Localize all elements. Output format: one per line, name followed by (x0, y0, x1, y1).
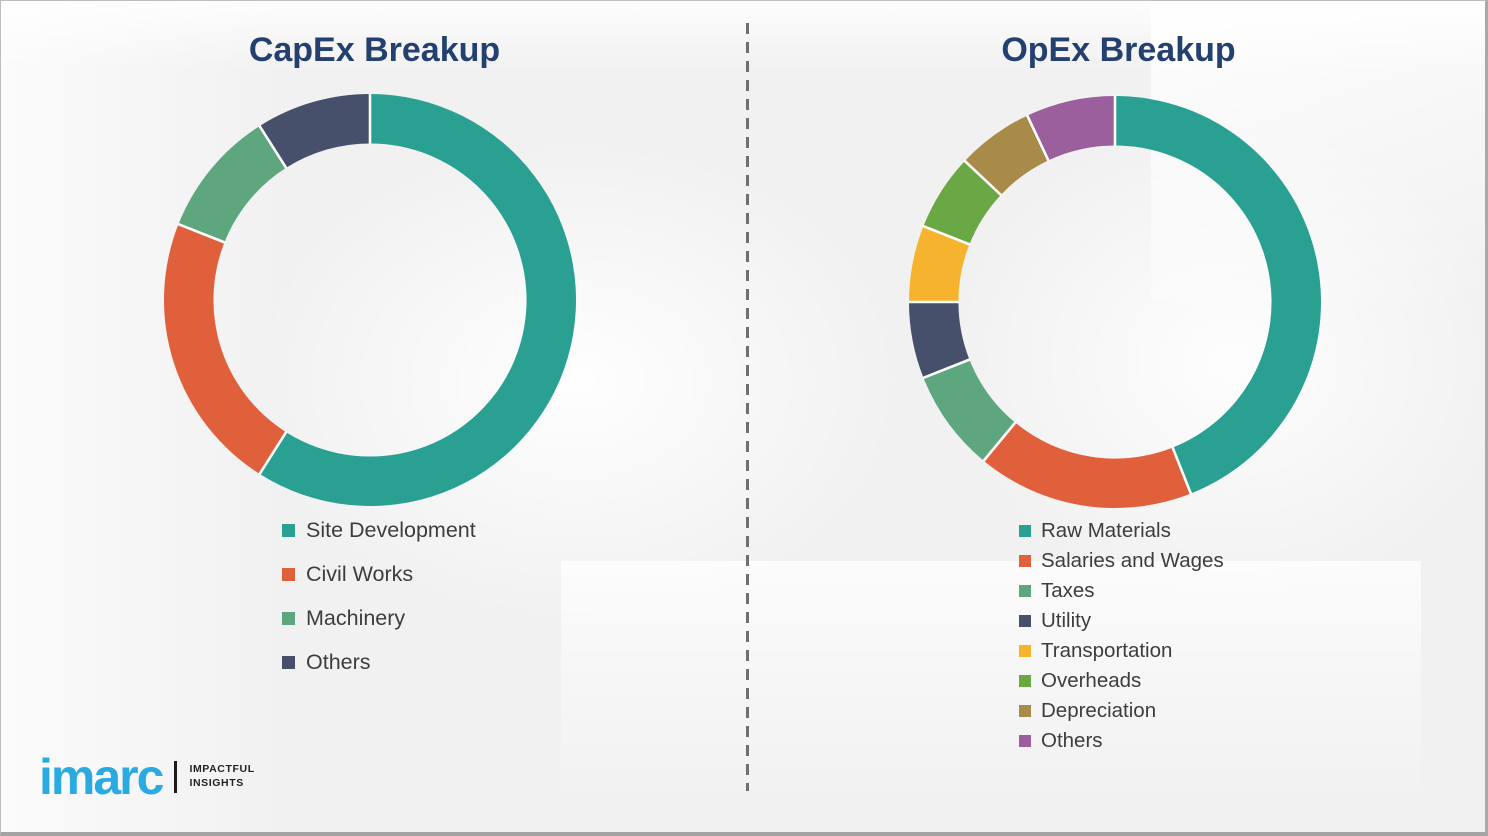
legend-item-taxes: Taxes (1019, 576, 1224, 606)
legend-label: Depreciation (1041, 699, 1157, 722)
legend-swatch (1019, 525, 1031, 537)
opex-legend: Raw Materials Salaries and Wages Taxes Util… (1019, 516, 1224, 756)
donut-segment-raw-materials (1115, 96, 1321, 494)
legend-label: Site Development (306, 517, 476, 542)
legend-swatch (1019, 645, 1031, 657)
legend-label: Machinery (306, 605, 406, 630)
opex-donut-chart (908, 95, 1321, 508)
legend-item-others: Others (282, 640, 476, 684)
donut-segment-others (259, 94, 370, 168)
segment-gap-line (257, 124, 288, 170)
legend-label: Others (306, 649, 371, 674)
donut-segment-depreciation (964, 115, 1049, 195)
legend-label: Overheads (1041, 669, 1142, 692)
legend-swatch (1019, 555, 1031, 567)
donut-segment-taxes (923, 359, 1016, 461)
legend-swatch (282, 567, 295, 581)
logo-divider-bar (174, 760, 178, 793)
legend-item-transportation: Transportation (1019, 636, 1224, 666)
legend-item-site-development: Site Development (282, 508, 476, 552)
legend-label: Transportation (1041, 639, 1173, 662)
logo-tagline-line1: IMPACTFUL (189, 763, 255, 776)
legend-label: Others (1041, 729, 1103, 752)
legend-item-raw-materials: Raw Materials (1019, 516, 1224, 546)
capex-panel: CapEx Breakup Site Development Civil Work… (1, 1, 748, 832)
legend-swatch (1019, 705, 1031, 717)
donut-segment-machinery (178, 126, 287, 243)
legend-item-overheads: Overheads (1019, 666, 1224, 696)
donut-segment-salaries-and-wages (983, 422, 1191, 508)
capex-title: CapEx Breakup (248, 31, 501, 69)
legend-item-civil-works: Civil Works (282, 552, 476, 596)
donut-segment-overheads (923, 160, 1001, 245)
capex-donut-chart (163, 93, 576, 506)
donut-segment-transportation (909, 226, 970, 302)
donut-segment-utility (909, 302, 970, 378)
legend-item-salaries-and-wages: Salaries and Wages (1019, 546, 1224, 576)
imarc-wordmark: imarc (39, 748, 164, 805)
legend-swatch (282, 655, 295, 669)
legend-item-machinery: Machinery (282, 596, 476, 640)
dashed-divider (746, 23, 749, 791)
legend-swatch (1019, 585, 1031, 597)
imarc-logo: imarc IMPACTFUL INSIGHTS (39, 748, 255, 805)
segment-gap-line (982, 421, 1017, 463)
donut-segment-civil-works (163, 224, 287, 474)
legend-item-depreciation: Depreciation (1019, 696, 1224, 726)
legend-swatch (282, 611, 295, 625)
segment-gap-line (922, 358, 971, 380)
opex-panel: OpEx Breakup Raw Materials Salaries and W… (748, 1, 1485, 832)
segment-gap-line (922, 224, 971, 246)
legend-swatch (282, 523, 295, 537)
legend-item-utility: Utility (1019, 606, 1224, 636)
legend-swatch (1019, 675, 1031, 687)
legend-swatch (1019, 615, 1031, 627)
legend-label: Utility (1041, 609, 1092, 632)
legend-swatch (1019, 735, 1031, 747)
logo-tagline-line2: INSIGHTS (189, 776, 244, 789)
opex-title: OpEx Breakup (1001, 31, 1236, 69)
donut-segment-site-development (259, 94, 576, 506)
legend-label: Civil Works (306, 561, 414, 586)
segment-gap-line (257, 430, 288, 476)
legend-label: Salaries and Wages (1041, 549, 1224, 572)
logo-tagline: IMPACTFUL INSIGHTS (189, 763, 254, 790)
segment-gap-line (1025, 114, 1050, 162)
capex-legend: Site Development Civil Works Machinery Othe… (282, 508, 476, 684)
segment-gap-line (963, 159, 1003, 197)
legend-label: Raw Materials (1041, 519, 1171, 542)
segment-gap-line (177, 222, 226, 244)
segment-gap-line (1171, 446, 1193, 495)
legend-item-others: Others (1019, 726, 1224, 756)
legend-label: Taxes (1041, 579, 1095, 602)
donut-segment-others (1027, 96, 1115, 161)
